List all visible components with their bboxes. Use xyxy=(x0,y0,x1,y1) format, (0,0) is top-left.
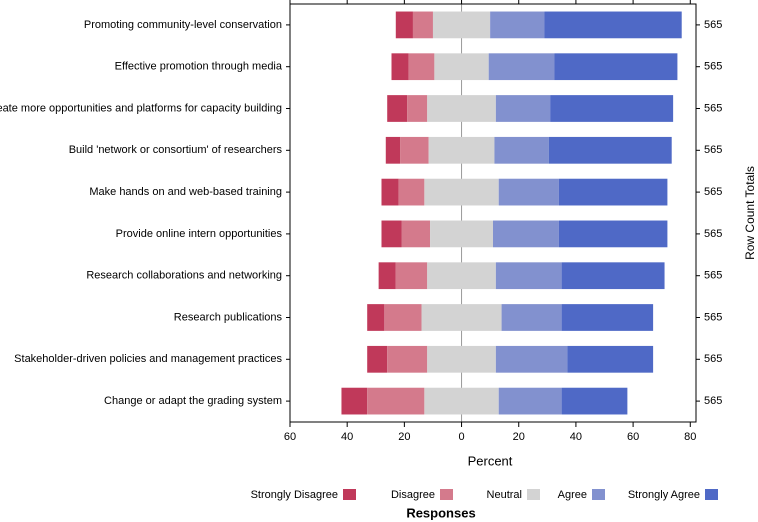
y-tick-label: Research collaborations and networking xyxy=(86,270,282,282)
bar-segment xyxy=(424,178,499,206)
legend-swatch xyxy=(527,489,540,500)
bar-segment xyxy=(385,136,401,164)
bar-segment xyxy=(407,95,428,122)
bar-segment xyxy=(498,178,559,206)
y-tick-label: Effective promotion through media xyxy=(115,61,283,73)
bar-segment xyxy=(391,53,409,81)
bar-segment xyxy=(498,387,562,415)
bar-segment xyxy=(398,178,425,206)
plot-frame xyxy=(289,3,697,423)
row-total: 565 xyxy=(704,61,722,73)
y-tick-label: Provide online intern opportunities xyxy=(116,228,283,240)
bar-segment xyxy=(494,136,549,164)
x-tick-label: 20 xyxy=(513,431,525,443)
bar-segment xyxy=(490,11,545,39)
bar-segment xyxy=(434,53,489,81)
bar-segment xyxy=(501,304,562,331)
bar-segment xyxy=(558,220,668,248)
bar-segment xyxy=(421,304,502,331)
bar-segment xyxy=(427,262,496,290)
x-tick-label: 80 xyxy=(684,431,696,443)
bar-segment xyxy=(401,220,431,248)
bar-segment xyxy=(432,11,491,39)
row-total: 565 xyxy=(704,270,722,282)
y-tick-label: Change or adapt the grading system xyxy=(104,395,282,407)
bar-segment xyxy=(544,11,682,39)
bar-segment xyxy=(561,387,628,415)
bar-segment xyxy=(554,53,678,81)
x-tick-label: 40 xyxy=(570,431,582,443)
bar-segment xyxy=(367,345,388,373)
bar-segment xyxy=(387,345,428,373)
y2-axis-label: Row Count Totals xyxy=(743,166,757,260)
y-tick-label: Research publications xyxy=(174,311,283,323)
bar-segment xyxy=(427,95,496,122)
legend-swatch xyxy=(440,489,453,500)
row-total: 565 xyxy=(704,19,722,31)
bar-segment xyxy=(548,136,672,164)
row-total: 565 xyxy=(704,395,722,407)
bar-segment xyxy=(561,262,665,290)
bar-segment xyxy=(495,262,562,290)
legend-label: Agree xyxy=(558,489,587,501)
bar-segment xyxy=(381,178,399,206)
x-tick-label: 60 xyxy=(627,431,639,443)
bar-segment xyxy=(378,262,396,290)
row-total: 565 xyxy=(704,144,722,156)
bar-segment xyxy=(561,304,654,331)
bar-segment xyxy=(495,345,568,373)
bar-segment xyxy=(384,304,422,331)
legend-swatch xyxy=(592,489,605,500)
legend-title: Responses xyxy=(406,505,475,520)
bar-segment xyxy=(428,136,495,164)
row-total: 565 xyxy=(704,186,722,198)
y-tick-label: Stakeholder-driven policies and manageme… xyxy=(14,353,282,365)
bar-segment xyxy=(493,220,559,248)
row-total: 565 xyxy=(704,353,722,365)
y-tick-label: Create more opportunities and platforms … xyxy=(0,102,282,114)
legend-label: Disagree xyxy=(391,489,435,501)
bar-segment xyxy=(424,387,499,415)
legend-label: Strongly Agree xyxy=(628,489,700,501)
y-tick-label: Make hands on and web-based training xyxy=(89,186,282,198)
y-tick-label: Promoting community-level conservation xyxy=(84,19,282,31)
legend-swatch xyxy=(343,489,356,500)
legend-label: Neutral xyxy=(487,489,522,501)
row-total: 565 xyxy=(704,102,722,114)
bar-segment xyxy=(341,387,368,415)
bar-segment xyxy=(408,53,435,81)
bar-segment xyxy=(430,220,493,248)
bar-segment xyxy=(367,387,425,415)
bar-segment xyxy=(381,220,402,248)
bar-segment xyxy=(550,95,674,122)
bar-segment xyxy=(567,345,654,373)
x-axis-label: Percent xyxy=(468,453,513,468)
bar-segment xyxy=(495,95,551,122)
legend-label: Strongly Disagree xyxy=(251,489,338,501)
legend-swatch xyxy=(705,489,718,500)
x-tick-label: 40 xyxy=(341,431,353,443)
bar-segment xyxy=(558,178,668,206)
bar-segment xyxy=(412,11,433,39)
bar-segment xyxy=(427,345,496,373)
x-tick-label: 0 xyxy=(458,431,464,443)
bar-segment xyxy=(367,304,385,331)
bar-segment xyxy=(387,95,408,122)
row-total: 565 xyxy=(704,311,722,323)
row-total: 565 xyxy=(704,228,722,240)
bar-segment xyxy=(488,53,555,81)
x-tick-label: 20 xyxy=(398,431,410,443)
y-tick-label: Build 'network or consortium' of researc… xyxy=(69,144,283,156)
bar-segment xyxy=(395,262,428,290)
bar-segment xyxy=(395,11,413,39)
x-tick-label: 60 xyxy=(284,431,296,443)
bar-segment xyxy=(400,136,429,164)
